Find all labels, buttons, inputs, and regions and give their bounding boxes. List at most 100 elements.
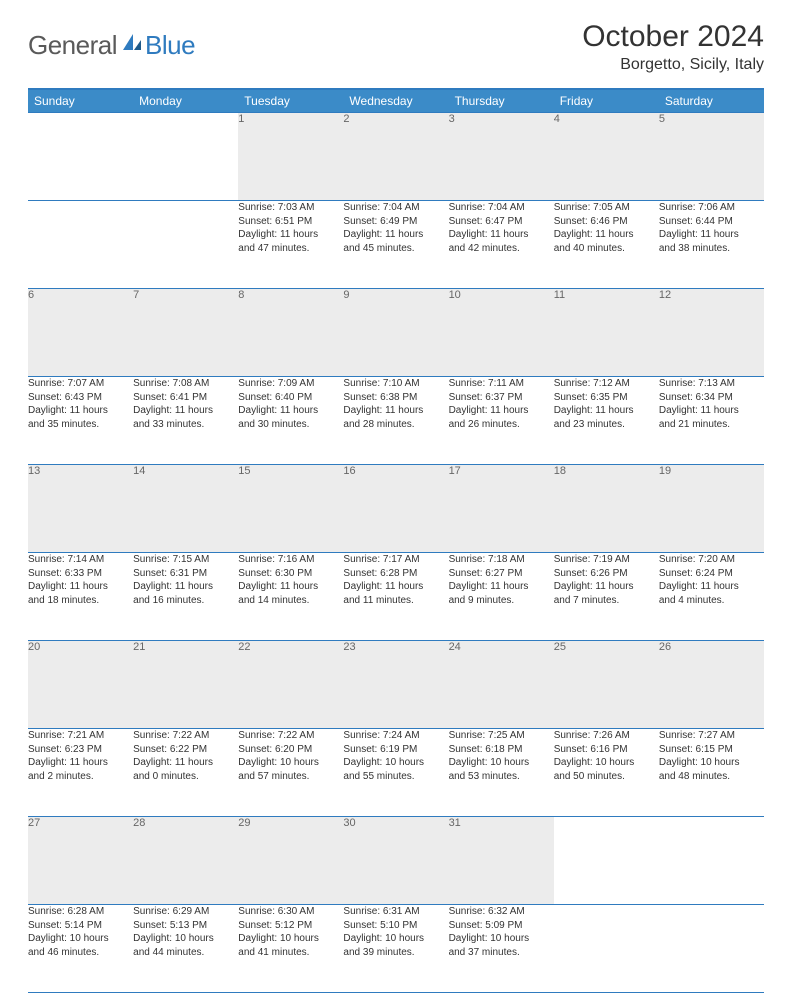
day-number-cell: 9: [343, 289, 448, 377]
sunrise-text: Sunrise: 6:31 AM: [343, 905, 448, 919]
sunrise-text: Sunrise: 6:32 AM: [449, 905, 554, 919]
daylight-text-1: Daylight: 11 hours: [238, 228, 343, 242]
daylight-text-1: Daylight: 11 hours: [133, 580, 238, 594]
sunrise-text: Sunrise: 7:06 AM: [659, 201, 764, 215]
daylight-text-2: and 30 minutes.: [238, 418, 343, 432]
daylight-text-2: and 40 minutes.: [554, 242, 659, 256]
day-content-cell: Sunrise: 7:07 AMSunset: 6:43 PMDaylight:…: [28, 377, 133, 465]
sunset-text: Sunset: 5:12 PM: [238, 919, 343, 933]
day-number-row: 20212223242526: [28, 641, 764, 729]
day-number-cell: 19: [659, 465, 764, 553]
day-content-cell: Sunrise: 7:11 AMSunset: 6:37 PMDaylight:…: [449, 377, 554, 465]
daylight-text-2: and 35 minutes.: [28, 418, 133, 432]
day-content-cell: Sunrise: 6:31 AMSunset: 5:10 PMDaylight:…: [343, 905, 448, 993]
daylight-text-2: and 48 minutes.: [659, 770, 764, 784]
daylight-text-2: and 57 minutes.: [238, 770, 343, 784]
day-content-cell: Sunrise: 6:29 AMSunset: 5:13 PMDaylight:…: [133, 905, 238, 993]
daylight-text-2: and 26 minutes.: [449, 418, 554, 432]
day-content-cell: [659, 905, 764, 993]
daylight-text-1: Daylight: 11 hours: [659, 404, 764, 418]
sunset-text: Sunset: 6:30 PM: [238, 567, 343, 581]
daylight-text-1: Daylight: 11 hours: [659, 228, 764, 242]
sunrise-text: Sunrise: 7:15 AM: [133, 553, 238, 567]
day-content-row: Sunrise: 7:14 AMSunset: 6:33 PMDaylight:…: [28, 553, 764, 641]
day-number-cell: 28: [133, 817, 238, 905]
day-content-cell: [554, 905, 659, 993]
sunset-text: Sunset: 6:35 PM: [554, 391, 659, 405]
sunset-text: Sunset: 6:46 PM: [554, 215, 659, 229]
day-number-cell: 27: [28, 817, 133, 905]
day-number-row: 12345: [28, 113, 764, 201]
day-number-cell: 13: [28, 465, 133, 553]
day-content-cell: Sunrise: 7:06 AMSunset: 6:44 PMDaylight:…: [659, 201, 764, 289]
daylight-text-1: Daylight: 10 hours: [28, 932, 133, 946]
day-content-row: Sunrise: 6:28 AMSunset: 5:14 PMDaylight:…: [28, 905, 764, 993]
sunrise-text: Sunrise: 7:17 AM: [343, 553, 448, 567]
daylight-text-2: and 37 minutes.: [449, 946, 554, 960]
sunset-text: Sunset: 5:10 PM: [343, 919, 448, 933]
daylight-text-1: Daylight: 11 hours: [554, 228, 659, 242]
sunrise-text: Sunrise: 7:14 AM: [28, 553, 133, 567]
day-content-cell: Sunrise: 7:10 AMSunset: 6:38 PMDaylight:…: [343, 377, 448, 465]
day-content-cell: Sunrise: 7:12 AMSunset: 6:35 PMDaylight:…: [554, 377, 659, 465]
sunrise-text: Sunrise: 7:10 AM: [343, 377, 448, 391]
daylight-text-1: Daylight: 11 hours: [28, 756, 133, 770]
sunrise-text: Sunrise: 7:22 AM: [133, 729, 238, 743]
day-content-cell: Sunrise: 7:17 AMSunset: 6:28 PMDaylight:…: [343, 553, 448, 641]
daylight-text-1: Daylight: 11 hours: [554, 580, 659, 594]
daylight-text-2: and 16 minutes.: [133, 594, 238, 608]
sunset-text: Sunset: 6:23 PM: [28, 743, 133, 757]
day-content-cell: Sunrise: 7:16 AMSunset: 6:30 PMDaylight:…: [238, 553, 343, 641]
sunset-text: Sunset: 6:15 PM: [659, 743, 764, 757]
daylight-text-1: Daylight: 11 hours: [343, 228, 448, 242]
daylight-text-1: Daylight: 11 hours: [449, 404, 554, 418]
day-header: Tuesday: [238, 89, 343, 113]
sunrise-text: Sunrise: 7:05 AM: [554, 201, 659, 215]
daylight-text-1: Daylight: 11 hours: [238, 404, 343, 418]
sunset-text: Sunset: 6:44 PM: [659, 215, 764, 229]
sunrise-text: Sunrise: 7:13 AM: [659, 377, 764, 391]
day-number-cell: [133, 113, 238, 201]
daylight-text-2: and 50 minutes.: [554, 770, 659, 784]
day-content-row: Sunrise: 7:21 AMSunset: 6:23 PMDaylight:…: [28, 729, 764, 817]
daylight-text-1: Daylight: 11 hours: [343, 580, 448, 594]
sunset-text: Sunset: 6:40 PM: [238, 391, 343, 405]
day-content-cell: [133, 201, 238, 289]
daylight-text-2: and 55 minutes.: [343, 770, 448, 784]
day-number-cell: 29: [238, 817, 343, 905]
day-number-cell: 12: [659, 289, 764, 377]
daylight-text-1: Daylight: 10 hours: [343, 756, 448, 770]
day-number-cell: 23: [343, 641, 448, 729]
month-title: October 2024: [582, 20, 764, 54]
sunset-text: Sunset: 6:47 PM: [449, 215, 554, 229]
daylight-text-1: Daylight: 11 hours: [659, 580, 764, 594]
day-number-cell: 8: [238, 289, 343, 377]
daylight-text-2: and 33 minutes.: [133, 418, 238, 432]
day-number-cell: 4: [554, 113, 659, 201]
daylight-text-2: and 42 minutes.: [449, 242, 554, 256]
logo: General Blue: [28, 30, 195, 61]
day-number-cell: 15: [238, 465, 343, 553]
sunset-text: Sunset: 6:34 PM: [659, 391, 764, 405]
day-number-cell: 18: [554, 465, 659, 553]
day-number-cell: 6: [28, 289, 133, 377]
day-content-cell: Sunrise: 7:04 AMSunset: 6:47 PMDaylight:…: [449, 201, 554, 289]
daylight-text-2: and 23 minutes.: [554, 418, 659, 432]
sunset-text: Sunset: 6:41 PM: [133, 391, 238, 405]
sunset-text: Sunset: 6:31 PM: [133, 567, 238, 581]
daylight-text-2: and 46 minutes.: [28, 946, 133, 960]
day-content-cell: [28, 201, 133, 289]
day-number-cell: 10: [449, 289, 554, 377]
day-header-row: Sunday Monday Tuesday Wednesday Thursday…: [28, 89, 764, 113]
sunrise-text: Sunrise: 7:09 AM: [238, 377, 343, 391]
day-number-row: 6789101112: [28, 289, 764, 377]
calendar-table: Sunday Monday Tuesday Wednesday Thursday…: [28, 88, 764, 993]
daylight-text-1: Daylight: 11 hours: [449, 580, 554, 594]
sunset-text: Sunset: 5:14 PM: [28, 919, 133, 933]
day-content-cell: Sunrise: 7:18 AMSunset: 6:27 PMDaylight:…: [449, 553, 554, 641]
daylight-text-1: Daylight: 10 hours: [554, 756, 659, 770]
logo-sail-icon: [121, 32, 143, 59]
daylight-text-2: and 39 minutes.: [343, 946, 448, 960]
day-content-cell: Sunrise: 7:03 AMSunset: 6:51 PMDaylight:…: [238, 201, 343, 289]
day-number-cell: [554, 817, 659, 905]
